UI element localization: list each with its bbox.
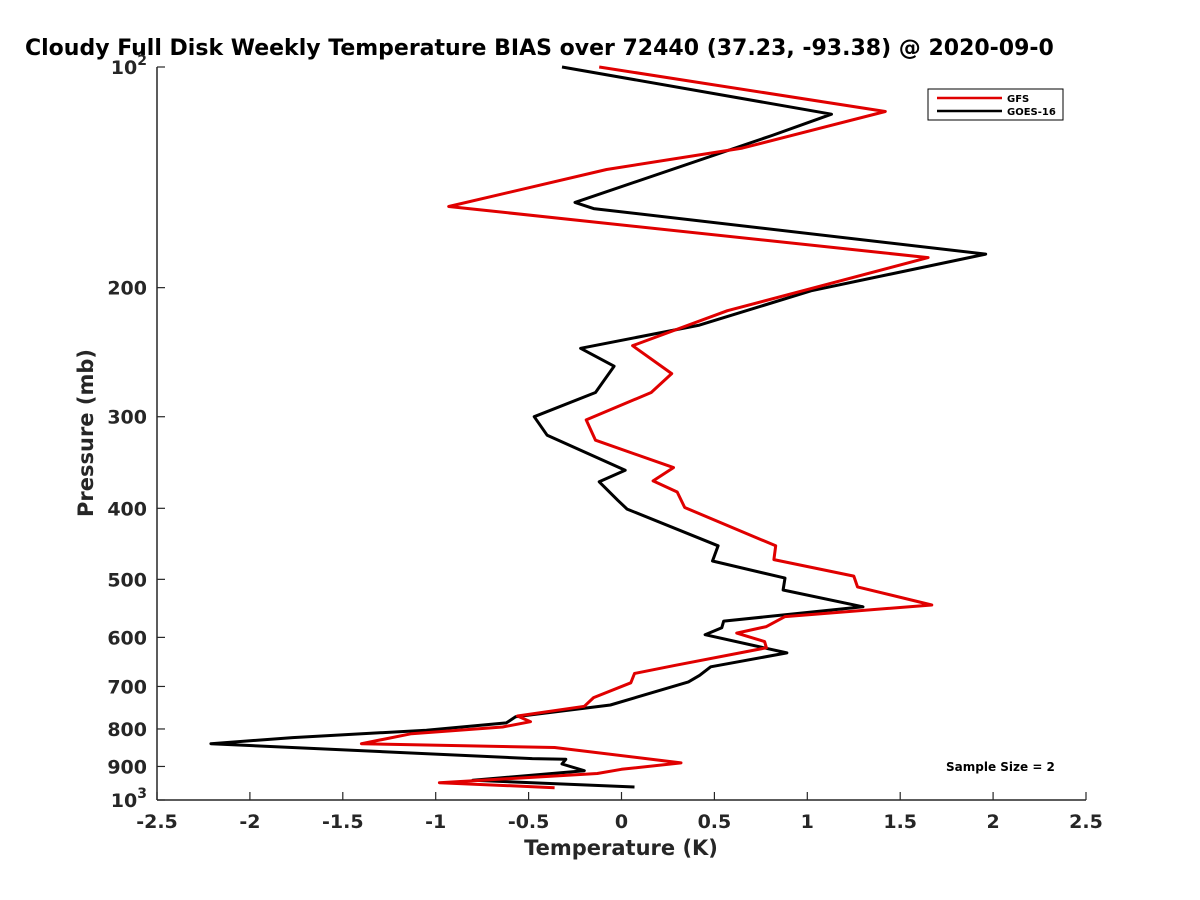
x-tick-label: 0.5: [698, 811, 732, 833]
legend: GFS GOES-16: [927, 88, 1064, 121]
y-tick-label: 103: [111, 786, 147, 812]
chart-title: Cloudy Full Disk Weekly Temperature BIAS…: [25, 36, 1054, 61]
y-tick-exponent: 2: [137, 53, 147, 69]
x-tick-label: 1: [801, 811, 814, 833]
legend-items: GFS GOES-16: [937, 94, 1056, 118]
x-tick-label: -2.5: [136, 811, 178, 833]
y-tick-base: 10: [111, 57, 137, 79]
y-axis-label: Pressure (mb): [74, 349, 98, 517]
y-tick-label: 200: [107, 278, 147, 300]
y-tick-label: 500: [107, 569, 147, 591]
x-tick-label: 0: [615, 811, 628, 833]
legend-box: [927, 88, 1064, 121]
y-tick-label: 800: [107, 719, 147, 741]
series-layer: [209, 65, 988, 790]
y-tick-exponent: 3: [137, 786, 147, 802]
legend-label: GFS: [1007, 94, 1029, 105]
plot-area: -2.5 -2 -1.5 -1 -0.5 0 0.5 1 1.5 2 2.5 10220030040…: [107, 53, 1103, 833]
y-tick-label: 700: [107, 676, 147, 698]
x-tick-label: 1.5: [883, 811, 917, 833]
x-tick-label: 2.5: [1069, 811, 1103, 833]
x-tick-label: -2: [239, 811, 260, 833]
y-tick-base: 10: [111, 790, 137, 812]
x-tick-label: -0.5: [508, 811, 550, 833]
sample-size-annotation: Sample Size = 2: [946, 760, 1055, 774]
y-tick-label: 400: [107, 498, 147, 520]
series-line-gfs: [359, 65, 934, 790]
series-line-goes-16: [209, 65, 988, 789]
x-ticks: -2.5 -2 -1.5 -1 -0.5 0 0.5 1 1.5 2 2.5: [136, 792, 1103, 833]
legend-label: GOES-16: [1007, 107, 1056, 118]
x-tick-label: -1: [425, 811, 446, 833]
x-tick-label: 2: [986, 811, 999, 833]
y-tick-label: 900: [107, 756, 147, 778]
y-tick-label: 600: [107, 627, 147, 649]
y-tick-label: 300: [107, 407, 147, 429]
x-tick-label: -1.5: [322, 811, 364, 833]
y-tick-label: 102: [111, 53, 147, 79]
x-axis-label: Temperature (K): [524, 836, 718, 860]
